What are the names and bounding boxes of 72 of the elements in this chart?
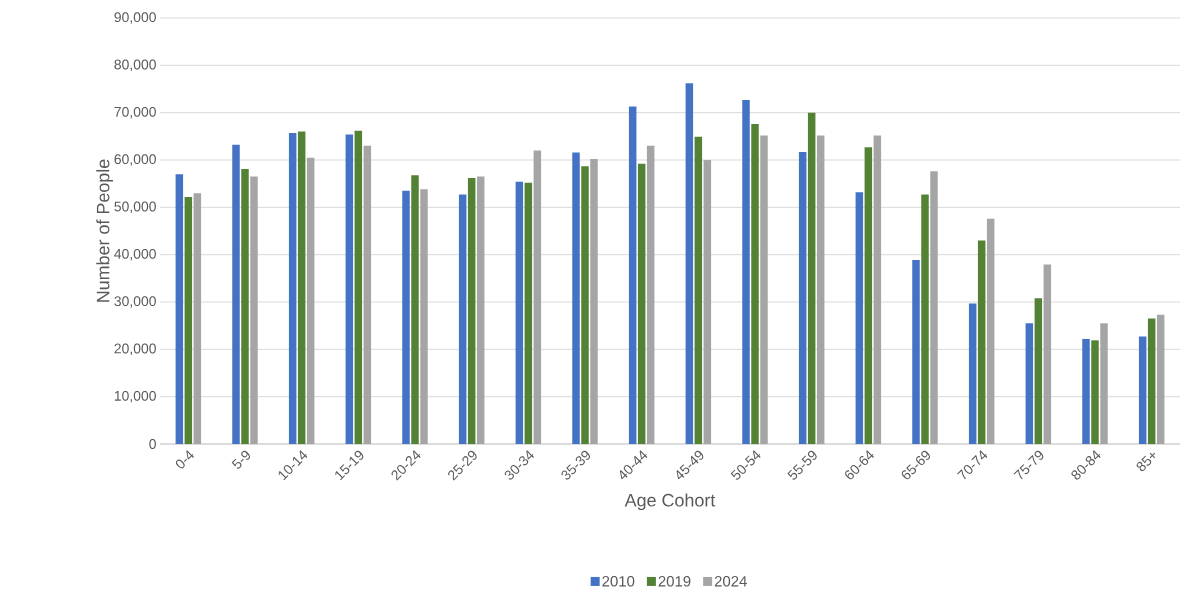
bar: [646, 145, 655, 444]
x-tick-label: 5-9: [231, 450, 250, 469]
legend-label: 2019: [658, 575, 691, 587]
bar: [467, 177, 476, 444]
bar: [694, 136, 703, 444]
bar: [1034, 298, 1043, 444]
y-tick-label: 0: [149, 439, 156, 449]
bar: [420, 189, 428, 444]
bar: [685, 83, 694, 444]
bar: [864, 147, 873, 444]
bar: [590, 159, 598, 444]
bar: [1156, 314, 1165, 444]
bar: [175, 174, 184, 444]
bar: [363, 145, 372, 444]
bar: [1147, 318, 1156, 444]
x-tick-label: 85+: [1136, 452, 1156, 472]
bar: [637, 163, 646, 444]
bar: [184, 196, 193, 444]
bar: [977, 240, 986, 444]
bar: [1100, 323, 1108, 444]
bar: [742, 99, 750, 444]
bar: [250, 176, 258, 444]
bar: [1043, 264, 1052, 444]
bar: [807, 112, 816, 444]
bar: [816, 135, 825, 444]
x-axis-title: Age Cohort: [624, 493, 716, 511]
bar: [855, 192, 864, 444]
bar: [515, 181, 524, 444]
bar: [912, 259, 920, 444]
bar: [306, 157, 315, 444]
y-tick-label: 80,000: [114, 59, 156, 72]
bar: [798, 151, 807, 444]
y-tick-label: 70,000: [114, 106, 156, 119]
bar: [1025, 323, 1034, 444]
bar: [873, 135, 882, 444]
bar: [921, 194, 929, 444]
y-tick-label: 20,000: [114, 343, 156, 356]
x-tick-label: 0-4: [175, 450, 194, 469]
y-axis-title: Number of People: [96, 159, 113, 302]
bar: [232, 144, 240, 444]
bar: [402, 190, 410, 444]
y-tick-label: 90,000: [114, 12, 156, 24]
bar: [297, 131, 306, 444]
bar: [524, 182, 533, 444]
y-tick-label: 10,000: [114, 390, 156, 403]
bar: [968, 303, 977, 444]
legend-label: 2010: [602, 575, 635, 587]
bar: [581, 166, 589, 444]
bar: [193, 193, 202, 444]
bar: [1091, 340, 1099, 444]
y-tick-label: 60,000: [114, 154, 156, 166]
bar: [930, 171, 938, 444]
bar: [345, 134, 354, 444]
bar: [241, 169, 249, 444]
y-tick-label: 50,000: [114, 201, 156, 214]
bar: [476, 176, 485, 444]
bar: [1082, 338, 1090, 444]
bar: [628, 106, 637, 444]
bar: [354, 130, 363, 444]
bar: [986, 218, 995, 444]
bar: [288, 133, 297, 444]
bar: [411, 175, 419, 444]
y-tick-label: 40,000: [114, 248, 156, 261]
bar: [572, 152, 580, 444]
bar: [458, 194, 467, 444]
bar: [703, 160, 712, 444]
bar: [760, 135, 768, 444]
bar: [533, 150, 542, 444]
bar: [751, 124, 759, 444]
y-tick-label: 30,000: [114, 296, 156, 308]
legend-label: 2024: [714, 575, 747, 587]
bar: [1138, 336, 1147, 444]
